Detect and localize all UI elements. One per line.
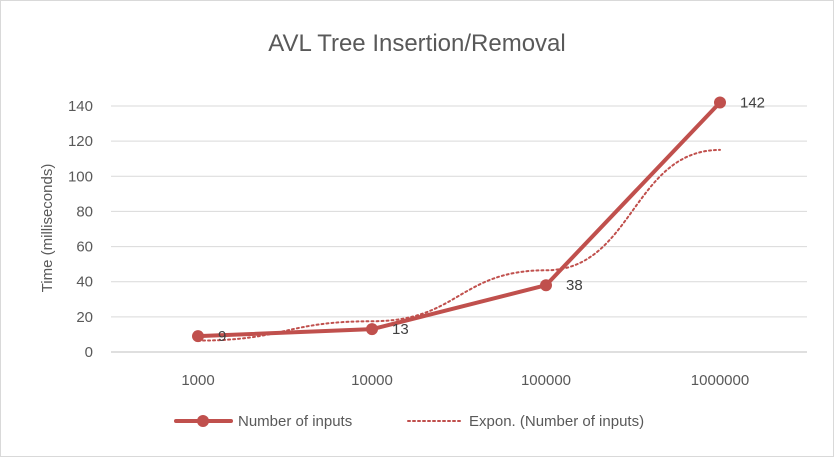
data-label: 38 [566,277,583,294]
y-tick-label: 80 [76,203,93,220]
trendline-path [197,148,721,342]
y-tick-label: 60 [76,239,93,256]
y-tick-label: 120 [68,133,93,150]
y-axis-label: Time (milliseconds) [39,164,56,293]
data-labels: 9 13 38 142 [218,94,765,345]
series-layer [192,96,726,343]
y-axis-ticks: 0 20 40 60 80 100 120 140 [68,98,93,361]
data-label: 142 [740,94,765,111]
data-point [366,323,378,336]
y-tick-label: 140 [68,98,93,115]
x-tick-label: 100000 [521,372,571,389]
y-tick-label: 100 [68,168,93,185]
x-tick-label: 10000 [351,372,393,389]
series-line [196,100,722,339]
y-tick-label: 40 [76,274,93,291]
data-point [192,330,204,343]
x-tick-label: 1000000 [691,372,749,389]
y-tick-label: 0 [85,344,93,361]
x-axis-ticks: 1000 10000 100000 1000000 [181,372,749,389]
data-point [540,279,552,292]
data-point [714,96,726,109]
legend-marker [197,415,209,427]
gridlines [111,105,807,353]
chart-title: AVL Tree Insertion/Removal [268,30,565,57]
legend: Number of inputs Expon. (Number of inputs… [174,413,644,430]
x-tick-label: 1000 [181,372,214,389]
legend-label: Number of inputs [238,413,352,430]
y-tick-label: 20 [76,309,93,326]
legend-label: Expon. (Number of inputs) [469,413,644,430]
data-label: 9 [218,328,226,345]
data-label: 13 [392,321,409,338]
